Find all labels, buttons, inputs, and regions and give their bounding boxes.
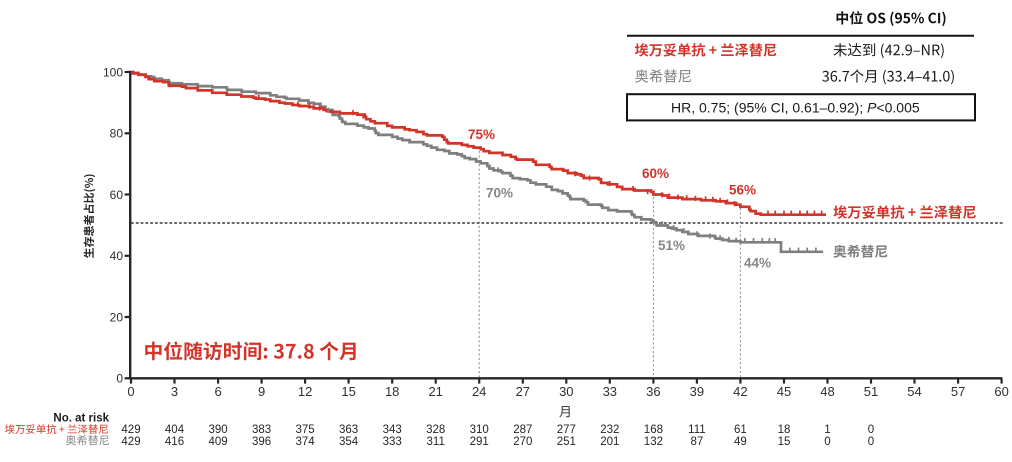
svg-text:429: 429 <box>121 436 140 448</box>
svg-text:24: 24 <box>472 384 486 399</box>
svg-text:51%: 51% <box>658 238 685 253</box>
svg-text:36: 36 <box>646 384 660 399</box>
svg-text:6: 6 <box>214 384 221 399</box>
svg-text:48: 48 <box>820 384 834 399</box>
svg-text:60: 60 <box>994 384 1008 399</box>
svg-text:343: 343 <box>383 424 402 436</box>
svg-text:33: 33 <box>603 384 617 399</box>
svg-text:390: 390 <box>209 424 228 436</box>
svg-text:42: 42 <box>733 384 747 399</box>
svg-text:291: 291 <box>470 436 489 448</box>
svg-text:27: 27 <box>516 384 530 399</box>
svg-text:0: 0 <box>127 384 134 399</box>
svg-text:39: 39 <box>690 384 704 399</box>
svg-text:54: 54 <box>907 384 921 399</box>
svg-text:49: 49 <box>734 436 747 448</box>
svg-text:9: 9 <box>258 384 265 399</box>
svg-text:30: 30 <box>559 384 573 399</box>
svg-text:328: 328 <box>426 424 445 436</box>
svg-text:60%: 60% <box>642 166 669 181</box>
svg-text:375: 375 <box>296 424 315 436</box>
svg-text:201: 201 <box>600 436 619 448</box>
svg-text:251: 251 <box>557 436 576 448</box>
svg-text:1: 1 <box>824 424 830 436</box>
svg-text:363: 363 <box>339 424 358 436</box>
svg-text:396: 396 <box>252 436 271 448</box>
svg-text:45: 45 <box>777 384 791 399</box>
svg-text:311: 311 <box>427 436 445 448</box>
svg-text:21: 21 <box>428 384 442 399</box>
svg-text:409: 409 <box>209 436 228 448</box>
svg-text:287: 287 <box>513 424 532 436</box>
svg-text:374: 374 <box>296 436 316 448</box>
svg-text:277: 277 <box>557 424 576 436</box>
svg-text:416: 416 <box>165 436 184 448</box>
svg-text:87: 87 <box>691 436 704 448</box>
svg-text:383: 383 <box>252 424 271 436</box>
svg-text:310: 310 <box>470 424 489 436</box>
svg-text:232: 232 <box>600 424 619 436</box>
svg-text:333: 333 <box>383 436 402 448</box>
svg-text:18: 18 <box>778 424 791 436</box>
svg-text:80: 80 <box>110 127 124 141</box>
svg-text:HR, 0.75; (95% CI, 0.61–0.92);: HR, 0.75; (95% CI, 0.61–0.92); P<0.005 <box>671 99 920 115</box>
svg-text:60: 60 <box>110 188 124 202</box>
svg-text:75%: 75% <box>468 127 495 142</box>
svg-text:57: 57 <box>951 384 965 399</box>
svg-text:111: 111 <box>688 424 705 436</box>
svg-text:40: 40 <box>110 249 124 263</box>
svg-text:20: 20 <box>110 310 124 324</box>
svg-text:56%: 56% <box>729 183 756 198</box>
svg-text:429: 429 <box>121 424 140 436</box>
svg-text:44%: 44% <box>744 256 771 271</box>
svg-text:15: 15 <box>341 384 355 399</box>
svg-text:100: 100 <box>103 65 123 79</box>
svg-text:No. at risk: No. at risk <box>53 413 109 425</box>
svg-text:0: 0 <box>116 372 123 386</box>
svg-text:0: 0 <box>868 436 874 448</box>
svg-text:51: 51 <box>864 384 878 399</box>
svg-text:270: 270 <box>513 436 532 448</box>
svg-text:18: 18 <box>385 384 399 399</box>
svg-text:12: 12 <box>298 384 312 399</box>
svg-text:168: 168 <box>644 424 663 436</box>
svg-text:0: 0 <box>824 436 830 448</box>
svg-text:354: 354 <box>339 436 359 448</box>
svg-text:0: 0 <box>868 424 874 436</box>
svg-text:3: 3 <box>171 384 178 399</box>
svg-text:404: 404 <box>165 424 185 436</box>
svg-text:132: 132 <box>644 436 663 448</box>
svg-text:15: 15 <box>778 436 791 448</box>
svg-text:70%: 70% <box>486 186 513 201</box>
svg-text:61: 61 <box>734 424 747 436</box>
